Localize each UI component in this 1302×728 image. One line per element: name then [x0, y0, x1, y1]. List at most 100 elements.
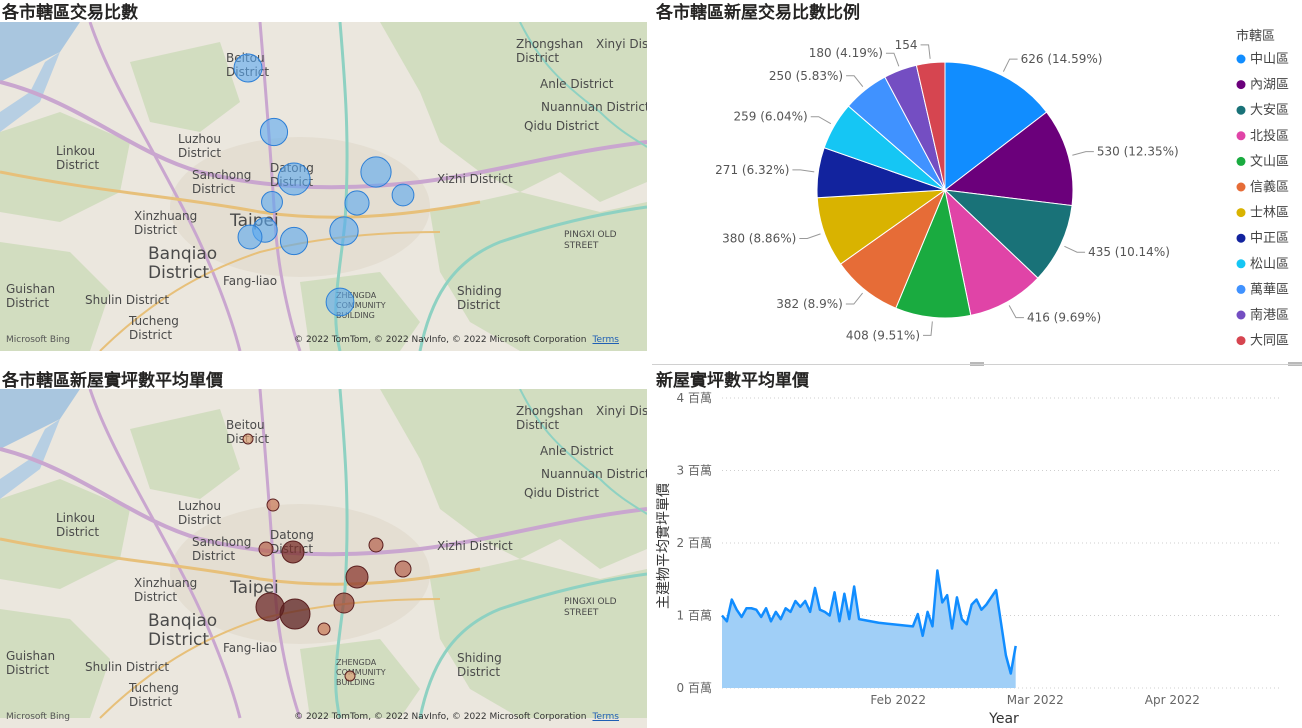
legend-item-label[interactable]: 文山區	[1250, 154, 1289, 169]
map-bubble[interactable]: 南港區	[391, 183, 415, 207]
map-place-label: District	[148, 630, 209, 650]
copyright-text: © 2022 TomTom, © 2022 NavInfo, © 2022 Mi…	[294, 335, 587, 345]
pie-title: 各市轄區新屋交易比數比例	[656, 3, 860, 23]
legend-item-label[interactable]: 南港區	[1250, 307, 1289, 323]
map-place-label: District	[6, 296, 49, 310]
legend-item-label[interactable]: 大同區	[1250, 334, 1289, 349]
map-place-label: Luzhou	[178, 499, 221, 513]
pie-leader-line	[1064, 245, 1086, 253]
legend-item-label[interactable]: 士林區	[1250, 206, 1289, 221]
map-place-label: Xinyi Distri	[596, 404, 647, 418]
pie-data-label: 416 (9.69%)	[1027, 311, 1101, 325]
map-place-label: District	[457, 665, 500, 679]
map-bubble[interactable]: 信義區	[279, 226, 309, 256]
map-place-label: District	[148, 263, 209, 283]
x-tick-label: Feb 2022	[870, 693, 926, 707]
map-bubble[interactable]: 大同區	[261, 191, 283, 213]
legend-item-label[interactable]: 松山區	[1250, 257, 1289, 272]
pie-data-label: 180 (4.19%)	[809, 46, 883, 60]
pie-leader-line	[1002, 58, 1018, 72]
map-bubble[interactable]	[258, 541, 274, 557]
legend-item-label[interactable]: 大安區	[1250, 103, 1289, 118]
map-place-label: District	[134, 590, 177, 604]
pie-slice[interactable]	[915, 61, 946, 191]
y-tick-label: 0 百萬	[677, 681, 712, 695]
legend-marker	[1236, 284, 1246, 294]
map-title-transactions: 各市轄區交易比數	[2, 3, 138, 23]
map-bubble[interactable]	[368, 537, 384, 553]
map-bubble[interactable]: 北投區	[233, 53, 263, 83]
pie-data-label: 259 (6.04%)	[734, 110, 808, 124]
map-place-label: Xizhi District	[437, 172, 513, 186]
bing-logo: Microsoft Bing	[6, 335, 70, 345]
map-bubble[interactable]: 文山區	[325, 287, 355, 317]
legend-item-label[interactable]: 北投區	[1250, 128, 1289, 144]
map-place-label: District	[129, 328, 172, 342]
map-bubble[interactable]	[281, 540, 305, 564]
legend-item-label[interactable]: 信義區	[1250, 179, 1289, 195]
legend-item-label[interactable]: 萬華區	[1250, 282, 1289, 297]
map-bubble[interactable]: 松山區	[344, 190, 370, 216]
pie-data-label: 154	[895, 38, 918, 52]
pie-leader-line	[799, 233, 821, 239]
pie-data-label: 382 (8.9%)	[776, 297, 843, 311]
legend-marker	[1236, 233, 1246, 243]
map-place-label: Tucheng	[128, 681, 179, 695]
legend-item-label[interactable]: 中正區	[1250, 231, 1289, 246]
map-bubble[interactable]: 萬華區	[237, 224, 263, 250]
map-place-label: Shulin District	[85, 660, 169, 674]
map-place-label: Nuannuan District	[541, 467, 647, 481]
series-line[interactable]	[721, 569, 1017, 675]
pie-data-label: 530 (12.35%)	[1097, 145, 1179, 159]
pie-slice[interactable]	[943, 189, 1073, 279]
map-place-label: Guishan	[6, 282, 55, 296]
legend-marker	[1236, 182, 1246, 192]
terms-link[interactable]: Terms	[592, 712, 619, 722]
map-bubble[interactable]: 大安區	[329, 216, 359, 246]
map-bubble[interactable]	[344, 670, 356, 682]
map-bubble[interactable]: 內湖區	[360, 156, 392, 188]
map-bubble[interactable]	[394, 560, 412, 578]
legend-item-label[interactable]: 中山區	[1250, 52, 1289, 67]
map-bubble[interactable]	[345, 565, 369, 589]
pie-slice[interactable]	[944, 61, 1048, 192]
pie-leader-line	[920, 44, 931, 59]
map-place-label: District	[56, 525, 99, 539]
map-place-label: Qidu District	[524, 486, 599, 500]
map-place-label: Linkou	[56, 144, 95, 158]
map-bubble[interactable]	[242, 433, 254, 445]
map-place-label: District	[134, 223, 177, 237]
map-place-label: Zhongshan	[516, 37, 583, 51]
map-bubble[interactable]: 中山區	[277, 162, 311, 196]
map-bubble[interactable]	[266, 498, 280, 512]
map-place-label: District	[516, 418, 559, 432]
pie-chart[interactable]: 626 (14.59%) 530 (12.35%) 435 (10.14%) 416 …	[650, 0, 1302, 362]
area-fill	[722, 570, 1016, 688]
map-copyright: © 2022 TomTom, © 2022 NavInfo, © 2022 Mi…	[294, 335, 619, 345]
map-place-label: ZHENGDA	[336, 291, 377, 300]
map-bubble[interactable]	[333, 592, 355, 614]
map-copyright: © 2022 TomTom, © 2022 NavInfo, © 2022 Mi…	[294, 712, 619, 722]
area-chart[interactable]: 0 百萬 1 百萬 2 百萬 3 百萬 4 百萬 Feb 2022 Mar 2022 Apr …	[650, 366, 1302, 728]
y-tick-label: 4 百萬	[677, 391, 712, 405]
map-place-label: District	[516, 51, 559, 65]
map-bubble[interactable]	[279, 598, 311, 630]
x-tick-label: Apr 2022	[1145, 693, 1200, 707]
x-axis-title: Year	[988, 711, 1019, 727]
legend-item-label[interactable]: 內湖區	[1250, 78, 1289, 93]
map-title-unit-price: 各市轄區新屋實坪數平均單價	[2, 371, 223, 391]
pie-slice[interactable]	[943, 111, 1074, 207]
map-bubble[interactable]: 士林區	[259, 117, 289, 147]
pie-leader-line	[845, 292, 863, 305]
map-place-label: BUILDING	[336, 311, 375, 320]
pie-leader-line	[885, 52, 900, 67]
pie-slice[interactable]	[944, 188, 1039, 316]
terms-link[interactable]: Terms	[592, 335, 619, 345]
map-panel-unit-price: 各市轄區新屋實坪數平均單價 Zhongshan District Xinyi Dis…	[0, 366, 648, 728]
legend-title: 市轄區	[1236, 28, 1275, 44]
map-place-label: District	[129, 695, 172, 709]
pie-slice[interactable]	[895, 188, 972, 319]
map-bubble[interactable]	[317, 622, 331, 636]
